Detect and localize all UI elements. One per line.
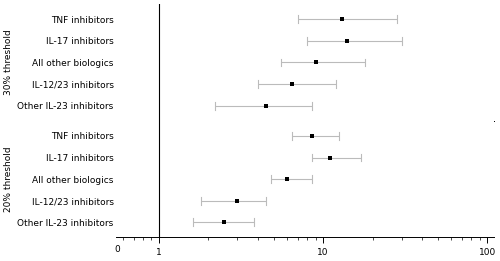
Y-axis label: 20% threshold: 20% threshold <box>4 146 13 212</box>
Text: 0: 0 <box>115 245 120 254</box>
Y-axis label: 30% threshold: 30% threshold <box>4 29 13 95</box>
